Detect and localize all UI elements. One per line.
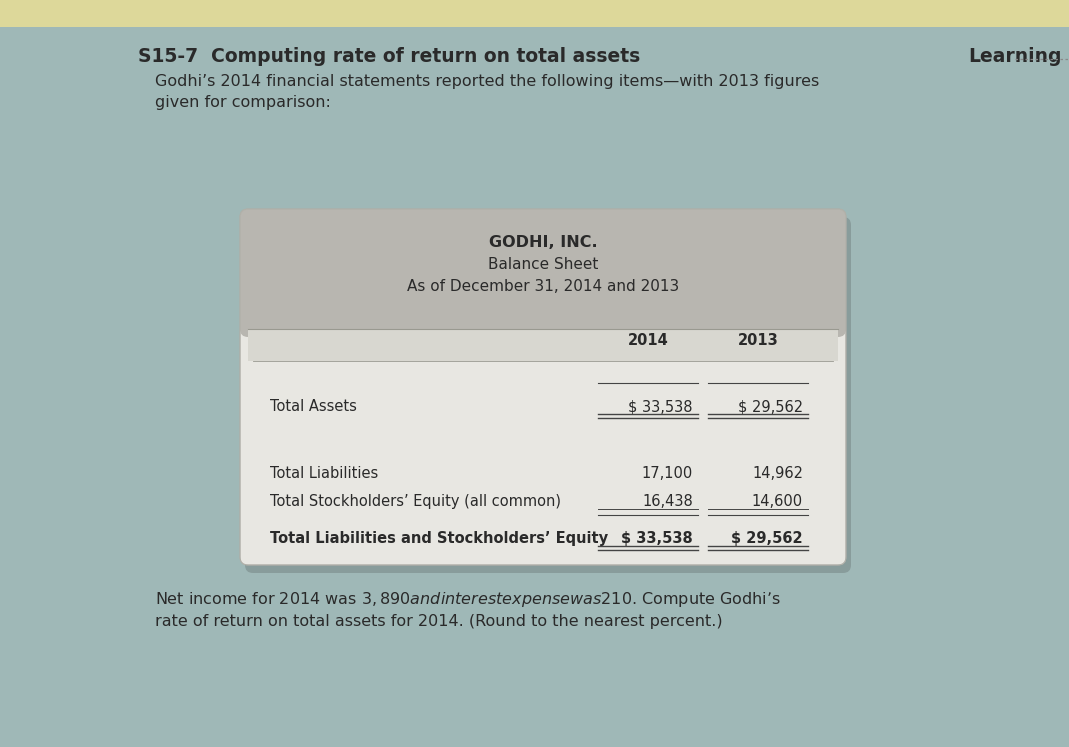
Text: rate of return on total assets for 2014. (Round to the nearest percent.): rate of return on total assets for 2014.… (155, 614, 723, 629)
Bar (248, 329, 838, 361)
Text: As of December 31, 2014 and 2013: As of December 31, 2014 and 2013 (407, 279, 679, 294)
Text: Godhi’s 2014 financial statements reported the following items—with 2013 figures: Godhi’s 2014 financial statements report… (155, 74, 819, 89)
Text: $ 29,562: $ 29,562 (738, 399, 803, 414)
Text: S15-7  Computing rate of return on total assets: S15-7 Computing rate of return on total … (138, 47, 640, 66)
Text: Total Liabilities: Total Liabilities (270, 466, 378, 481)
Text: $ 33,538: $ 33,538 (629, 399, 693, 414)
Text: 14,962: 14,962 (752, 466, 803, 481)
Text: 17,100: 17,100 (641, 466, 693, 481)
FancyBboxPatch shape (241, 209, 846, 565)
Text: Total Liabilities and Stockholders’ Equity: Total Liabilities and Stockholders’ Equi… (270, 531, 608, 546)
Text: GODHI, INC.: GODHI, INC. (489, 235, 598, 250)
Text: 2013: 2013 (738, 333, 778, 348)
Text: $ 33,538: $ 33,538 (621, 531, 693, 546)
Text: Learning: Learning (969, 47, 1062, 66)
Bar (248, 217, 838, 329)
Text: Net income for 2014 was $3,890 and interest expense was $210. Compute Godhi’s: Net income for 2014 was $3,890 and inter… (155, 590, 781, 609)
FancyBboxPatch shape (241, 209, 846, 337)
Bar (0, 0, 1069, 27)
FancyBboxPatch shape (245, 217, 851, 573)
Text: Total Assets: Total Assets (270, 399, 357, 414)
Text: $ 29,562: $ 29,562 (731, 531, 803, 546)
Text: 14,600: 14,600 (752, 494, 803, 509)
Text: 2014: 2014 (628, 333, 668, 348)
Text: Total Stockholders’ Equity (all common): Total Stockholders’ Equity (all common) (270, 494, 561, 509)
Text: Balance Sheet: Balance Sheet (487, 257, 599, 272)
Bar (248, 317, 838, 329)
Text: given for comparison:: given for comparison: (155, 95, 331, 110)
Text: 16,438: 16,438 (642, 494, 693, 509)
